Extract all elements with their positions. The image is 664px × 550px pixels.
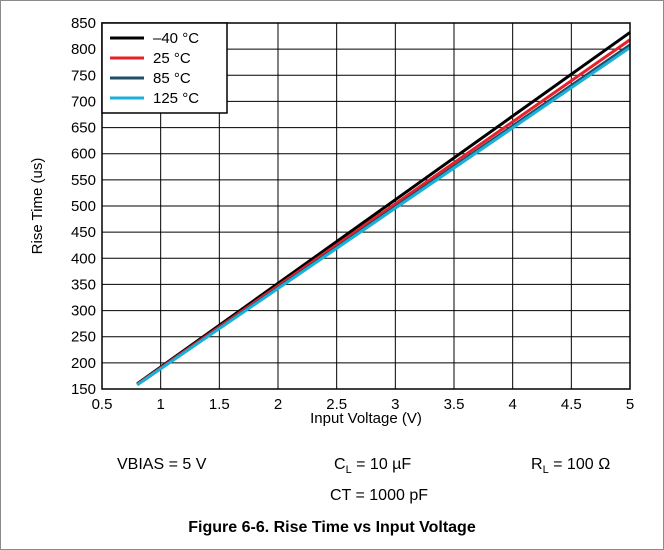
tick-labels: 0.5 1 1.5 2 2.5 3 3.5 4 4.5 5 150 200 250 300 350 400 45… bbox=[71, 15, 634, 413]
y-tick-label: 750 bbox=[71, 67, 96, 84]
legend: –40 °C 25 °C 85 °C 125 °C bbox=[101, 22, 228, 114]
x-tick-label: 4.5 bbox=[561, 396, 582, 413]
y-tick-label: 300 bbox=[71, 303, 96, 320]
legend-label-2: 85 °C bbox=[153, 70, 191, 87]
y-tick-label: 650 bbox=[71, 120, 96, 137]
series-line-3 bbox=[136, 46, 631, 387]
y-tick-label: 400 bbox=[71, 250, 96, 267]
cl-value: = 10 µF bbox=[351, 456, 412, 473]
legend-label-0: –40 °C bbox=[153, 30, 199, 47]
series-lines bbox=[136, 31, 631, 387]
vbias-condition: VBIAS = 5 V bbox=[117, 456, 207, 473]
x-tick-label: 1.5 bbox=[209, 396, 230, 413]
load-capacitance-condition: CL = 10 µF bbox=[334, 456, 411, 476]
cl-symbol: C bbox=[334, 456, 346, 473]
x-tick-label: 1 bbox=[156, 396, 164, 413]
rl-value: = 100 Ω bbox=[548, 456, 611, 473]
y-tick-label: 700 bbox=[71, 93, 96, 110]
y-axis-label: Rise Time (us) bbox=[29, 158, 46, 255]
y-tick-label: 850 bbox=[71, 15, 96, 32]
y-tick-label: 800 bbox=[71, 41, 96, 58]
ct-condition: CT = 1000 pF bbox=[330, 487, 428, 504]
figure-caption: Figure 6-6. Rise Time vs Input Voltage bbox=[188, 519, 476, 536]
x-tick-label: 0.5 bbox=[92, 396, 113, 413]
rl-subscript: L bbox=[542, 464, 549, 477]
load-resistance-condition: RL = 100 Ω bbox=[531, 456, 610, 476]
y-tick-label: 250 bbox=[71, 329, 96, 346]
y-tick-label: 200 bbox=[71, 355, 96, 372]
y-tick-label: 600 bbox=[71, 146, 96, 163]
legend-label-1: 25 °C bbox=[153, 50, 191, 67]
cl-subscript: L bbox=[345, 464, 352, 477]
plot-border bbox=[101, 22, 631, 390]
y-tick-label: 500 bbox=[71, 198, 96, 215]
y-tick-label: 350 bbox=[71, 276, 96, 293]
y-tick-label: 450 bbox=[71, 224, 96, 241]
x-tick-label: 4 bbox=[508, 396, 516, 413]
x-tick-label: 3.5 bbox=[444, 396, 465, 413]
rl-symbol: R bbox=[531, 456, 543, 473]
y-tick-label: 550 bbox=[71, 172, 96, 189]
x-tick-label: 3 bbox=[391, 396, 399, 413]
y-tick-label: 150 bbox=[71, 381, 96, 398]
x-tick-label: 5 bbox=[626, 396, 634, 413]
chart: 0.5 1 1.5 2 2.5 3 3.5 4 4.5 5 150 200 250 300 350 400 45… bbox=[29, 15, 634, 427]
legend-label-3: 125 °C bbox=[153, 90, 199, 107]
x-tick-label: 2 bbox=[274, 396, 282, 413]
x-tick-label: 2.5 bbox=[326, 396, 347, 413]
x-axis-label: Input Voltage (V) bbox=[310, 410, 422, 427]
